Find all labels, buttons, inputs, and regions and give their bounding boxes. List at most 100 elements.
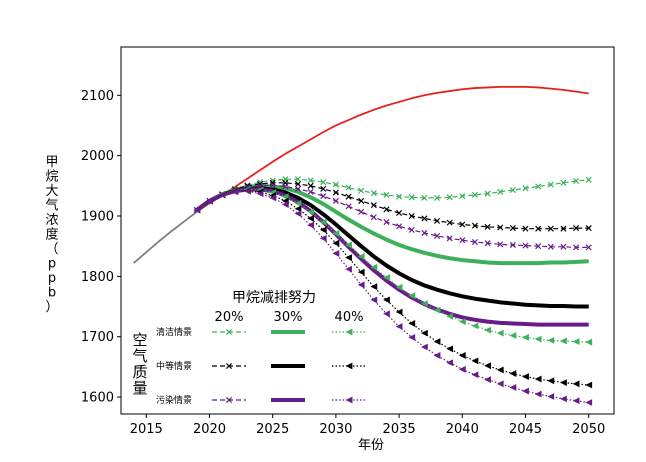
series-point-10-24 [496,380,504,388]
series-point-5-14 [370,202,377,209]
y-label-char-3: 气 [45,198,58,214]
series-point-8-31 [585,244,592,251]
y-tick-label-4: 2000 [81,149,114,164]
y-label-char-5: 度 [45,227,58,243]
series-7 [193,187,593,389]
series-point-5-11 [332,189,339,196]
series-point-8-8 [294,185,301,192]
series-point-2-27 [535,183,542,190]
series-point-10-7 [281,201,289,208]
series-point-4-24 [496,329,504,337]
y-label-char-9: b [48,286,56,301]
series-point-10-5 [256,190,264,198]
series-line-8 [196,184,589,248]
series-point-2-31 [585,176,592,183]
series-point-7-8 [294,205,302,213]
legend-group-char-0: 空 [132,331,147,349]
series-point-10-18 [420,343,428,351]
series-point-5-25 [509,225,516,232]
series-point-4-31 [585,338,593,346]
series-point-5-26 [522,225,529,232]
series-point-2-16 [396,193,403,200]
series-point-10-21 [458,365,466,373]
axes: 2015 2020 2025 2030 2035 2040 2045 2050 1600 1700… [81,46,615,437]
series-point-5-12 [345,193,352,200]
series-point-10-11 [332,250,340,257]
series-point-5-8 [294,180,301,188]
y-tick-label-2: 1800 [81,270,114,285]
series-point-8-24 [497,241,504,248]
legend-group-char-3: 量 [132,379,147,397]
x-tick-label-1: 2020 [193,422,226,437]
series-point-4-17 [408,292,416,300]
series-point-7-9 [307,215,315,222]
y-label-char-6: （ [45,242,58,257]
x-tick-label-3: 2030 [319,422,352,437]
series-line-4 [196,188,589,343]
legend-swatch-0-2 [332,328,366,336]
series-point-4-30 [572,338,580,345]
series-point-5-29 [560,225,567,232]
series-point-8-23 [484,240,491,247]
series-point-8-18 [421,229,428,236]
series-point-7-22 [471,357,479,365]
legend-swatch-1-2 [332,362,366,370]
series-point-10-22 [471,371,479,379]
y-label-char-4: 浓 [45,213,58,228]
legend-swatch-0-0 [212,328,246,336]
axes-frame [120,46,615,415]
series-line-5 [196,182,589,230]
series-point-7-16 [395,308,403,316]
y-label-char-8: p [48,271,56,286]
y-tick-label-3: 1900 [81,210,114,225]
series-point-5-23 [484,223,491,230]
series-point-10-25 [509,384,517,391]
x-tick-label-0: 2015 [130,422,163,437]
series-point-8-19 [434,232,441,239]
series-point-5-22 [471,222,478,229]
y-label-char-2: 大 [45,184,58,199]
series-point-2-18 [421,194,428,201]
series-point-5-20 [446,219,453,226]
series-point-10-2 [218,191,226,199]
series-point-2-9 [307,177,314,184]
series-point-8-9 [307,188,314,195]
series-point-4-18 [420,300,428,307]
series-point-10-13 [357,281,365,289]
legend-column-0: 20% [215,310,244,325]
y-label-char-0: 甲 [45,155,58,170]
series-point-4-19 [433,306,441,314]
y-label-char-10: ） [45,300,58,315]
series-point-10-19 [433,352,441,359]
series-2 [193,176,592,214]
series-0 [133,202,210,264]
series-line-7 [196,190,589,386]
legend-row-label-1: 中等情景 [156,360,192,372]
series-point-5-24 [497,224,504,231]
series-point-4-28 [547,336,555,344]
series-point-4-8 [294,199,302,207]
series-point-10-29 [560,395,567,403]
series-point-2-21 [459,193,466,200]
series-point-5-10 [320,185,327,192]
legend-swatch-marker-1-2 [345,362,353,370]
series-point-7-24 [496,366,504,374]
series-point-4-25 [509,332,517,339]
series-point-4-27 [534,335,542,343]
series-point-2-6 [269,177,276,184]
series-line-1 [209,85,589,205]
series-point-8-14 [370,214,377,221]
series-point-2-30 [573,177,580,185]
series-point-10-3 [231,188,239,196]
series-point-5-16 [396,209,403,217]
series-point-10-16 [395,323,403,330]
series-point-2-8 [294,176,301,183]
series-point-4-21 [458,318,466,326]
series-point-2-29 [560,179,567,186]
series-point-2-26 [522,185,529,192]
series-point-7-20 [446,345,454,353]
series-point-7-18 [420,329,428,337]
x-tick-label-5: 2040 [446,422,479,437]
series-point-5-31 [585,225,592,232]
